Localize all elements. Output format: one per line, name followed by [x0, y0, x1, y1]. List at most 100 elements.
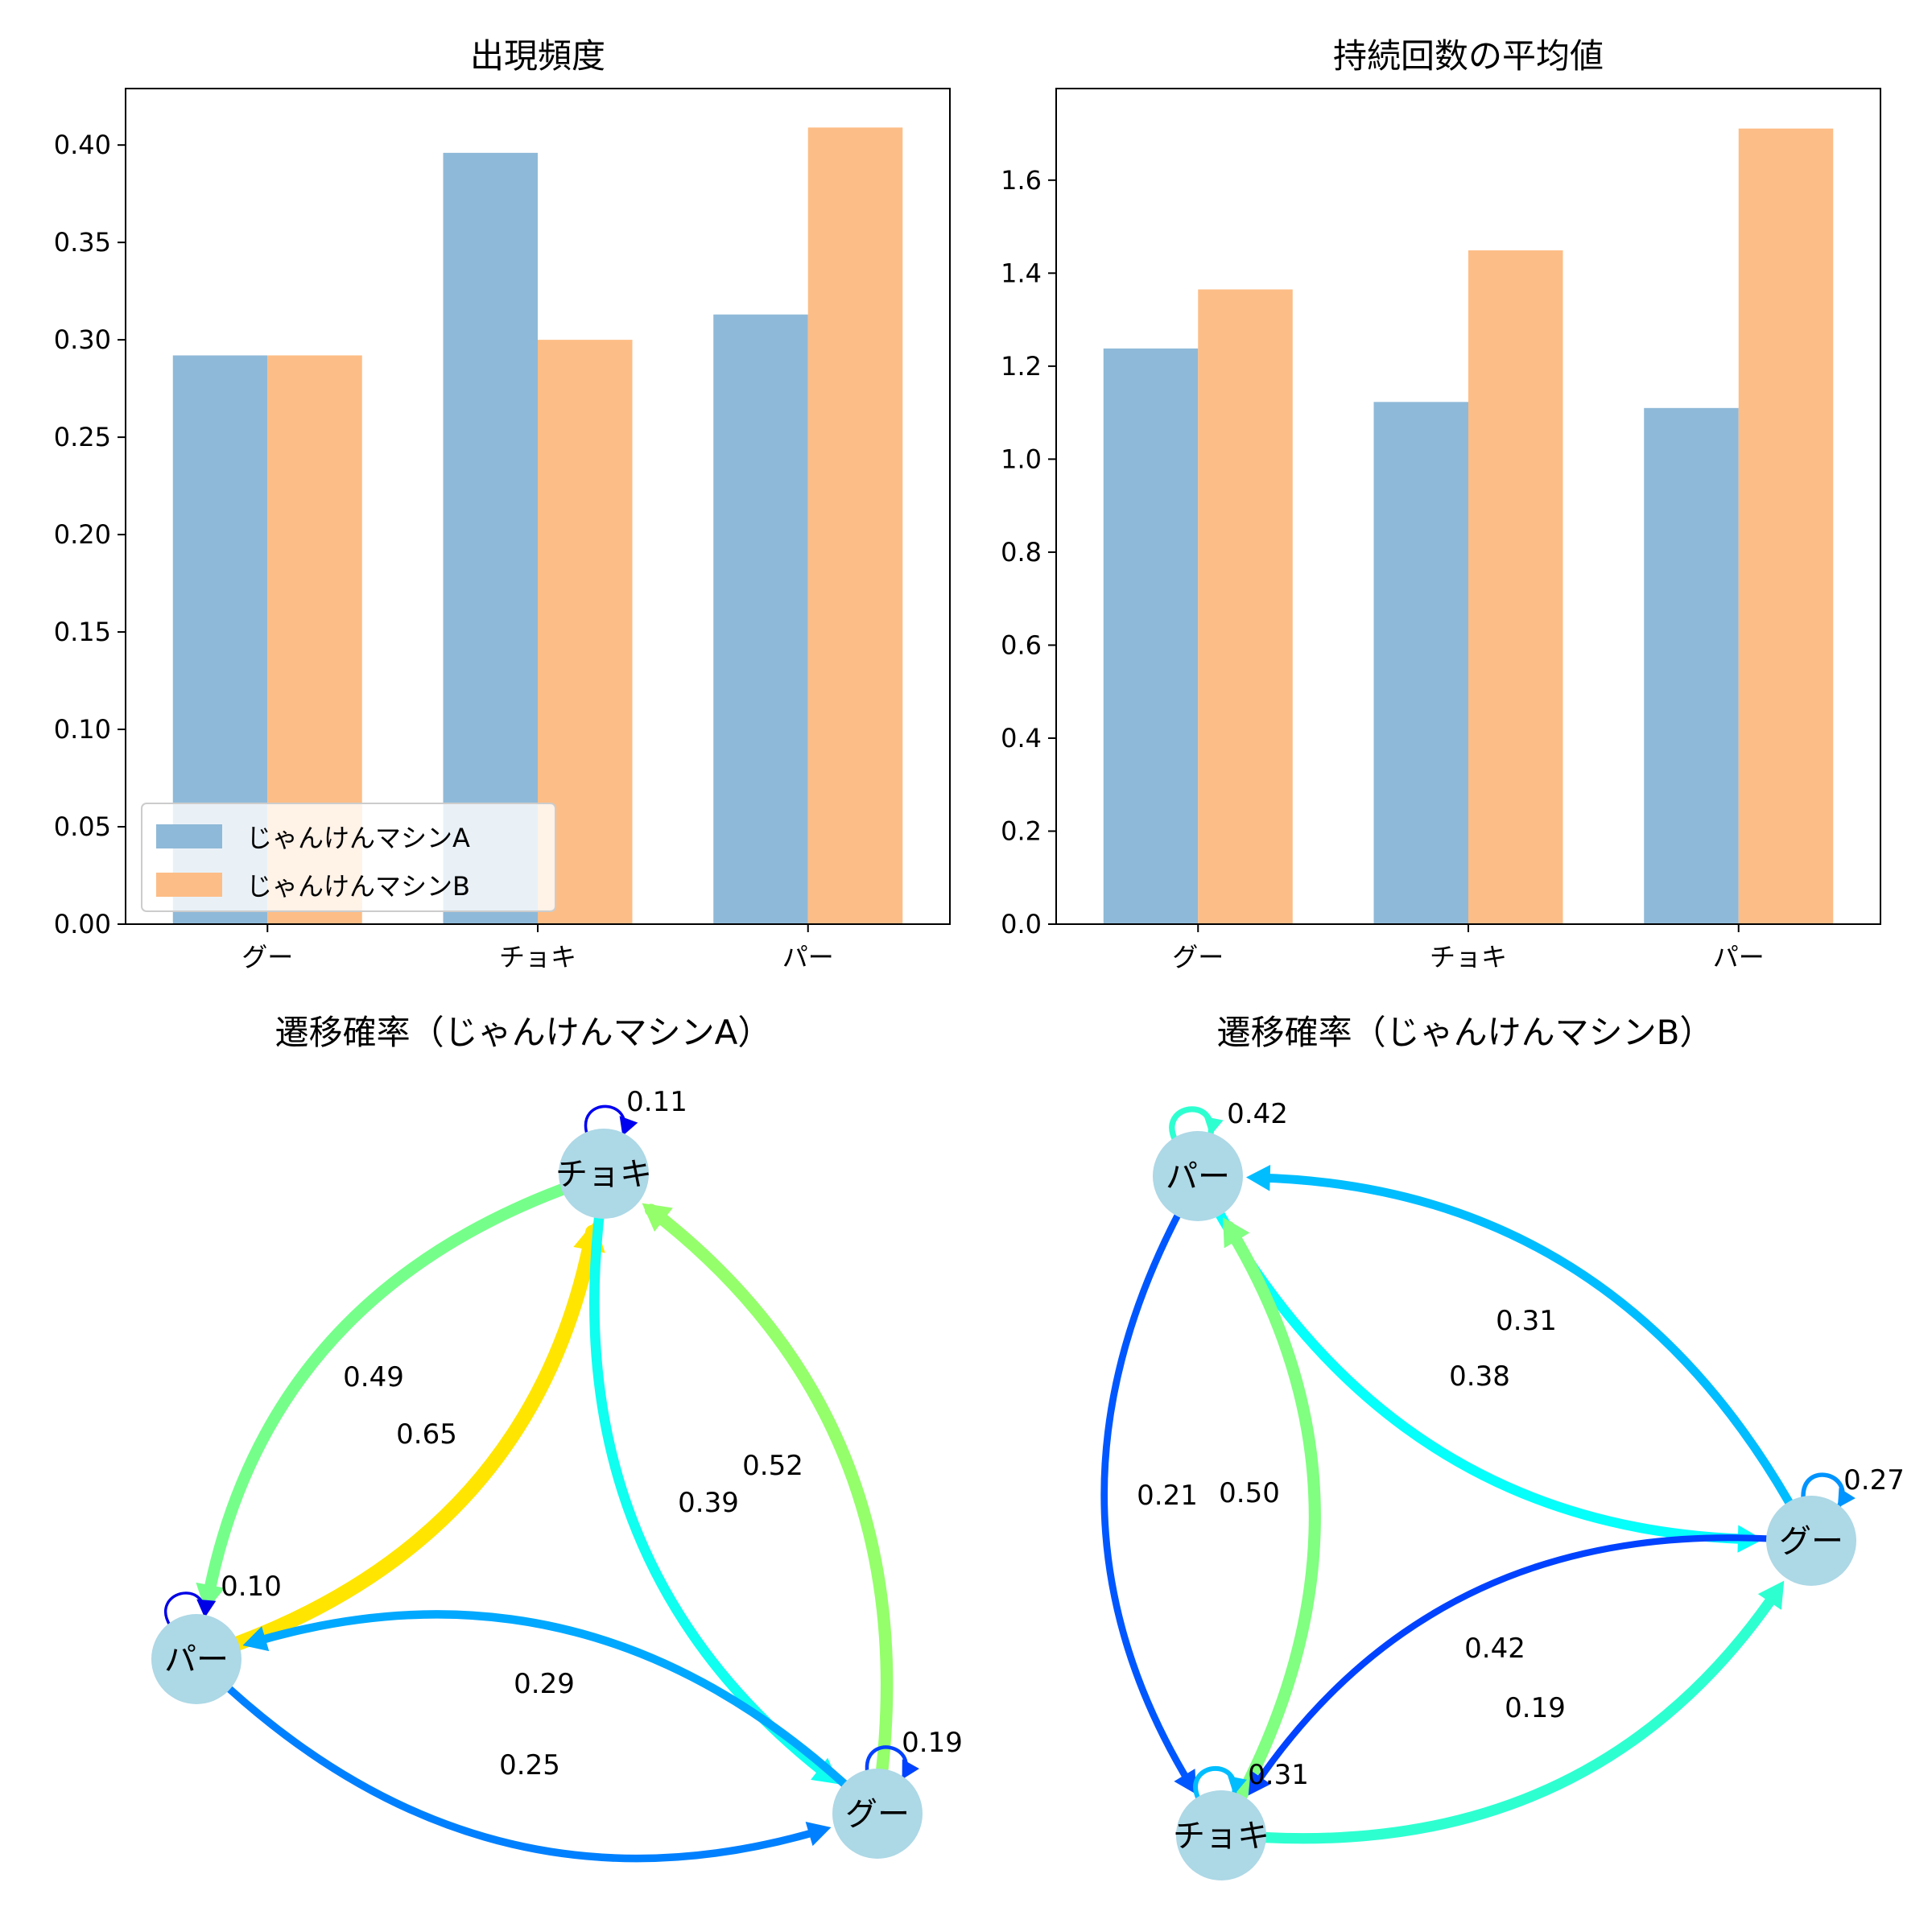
xtick-label: チョキ: [1430, 942, 1507, 972]
ytick-label: 1.6: [1001, 165, 1042, 196]
edge-arrowhead: [902, 1759, 919, 1780]
legend-swatch-1: [156, 873, 222, 897]
edge-arrowhead: [1837, 1488, 1856, 1509]
bar-a-2: [713, 314, 808, 924]
edge-label: 0.21: [1137, 1480, 1198, 1512]
edge-arrowhead: [1248, 1770, 1271, 1796]
node-circle: [1176, 1790, 1266, 1880]
edge-2: [231, 1224, 601, 1651]
xtick-label: グー: [242, 942, 293, 972]
transition-graph-a: 遷移確率（じゃんけんマシンA）0.110.490.650.390.520.100…: [151, 1013, 963, 1863]
edge-arrowhead: [1223, 1217, 1250, 1249]
ytick-label: 0.00: [54, 909, 111, 939]
ytick-label: 0.10: [54, 714, 111, 745]
ytick-label: 1.0: [1001, 444, 1042, 474]
ytick-label: 0.25: [54, 422, 111, 452]
edges: [164, 1104, 919, 1863]
ytick-label: 0.30: [54, 324, 111, 355]
edge-label: 0.31: [1496, 1305, 1557, 1337]
ytick-label: 0.05: [54, 811, 111, 842]
edge-7: [1251, 1534, 1770, 1790]
edge-3: [1100, 1212, 1194, 1789]
bar-a-1: [1373, 402, 1468, 924]
edge-arrowhead: [196, 1599, 217, 1618]
xtick-label: パー: [1713, 942, 1765, 972]
edge-arrowhead: [1203, 1117, 1224, 1136]
edge-label: 0.11: [626, 1086, 687, 1118]
legend: [141, 803, 556, 912]
ytick-label: 0.0: [1001, 909, 1042, 939]
ytick-label: 0.35: [54, 227, 111, 258]
edge-arrowhead: [805, 1822, 832, 1847]
edge-arrowhead: [642, 1203, 673, 1232]
legend-swatch-0: [156, 824, 222, 848]
edge-6: [1261, 1584, 1784, 1844]
node-label: グー: [845, 1796, 910, 1833]
ytick-label: 0.4: [1001, 723, 1042, 753]
edge-6: [249, 1610, 848, 1788]
edge-label: 0.25: [499, 1749, 560, 1781]
edge-label: 0.29: [514, 1668, 575, 1700]
edge-label: 0.19: [902, 1727, 963, 1759]
ytick-label: 0.40: [54, 130, 111, 160]
xtick-label: グー: [1172, 942, 1224, 972]
chart-title: 出現頻度: [470, 36, 605, 76]
node-circle: [1153, 1131, 1243, 1221]
edge-label: 0.50: [1219, 1477, 1280, 1509]
node-label: チョキ: [555, 1156, 652, 1193]
ytick-label: 0.2: [1001, 815, 1042, 846]
edge-4: [644, 1203, 894, 1776]
node-label: パー: [164, 1641, 229, 1678]
bar-b-0: [1198, 289, 1293, 924]
ytick-label: 0.8: [1001, 537, 1042, 568]
node-label: パー: [1166, 1158, 1230, 1195]
bar-a-0: [1103, 348, 1199, 924]
bar-b-2: [807, 127, 903, 924]
edges: [1100, 1106, 1856, 1844]
edge-label: 0.19: [1505, 1692, 1566, 1724]
bar-a-2: [1644, 407, 1739, 924]
bar-a-1: [443, 152, 538, 924]
edge-7: [225, 1685, 824, 1863]
frequency-bar-chart: 0.00 0.05 0.10 0.15 0.20 0.25 0.30 0.35 0.40 グー チョ…: [54, 36, 951, 972]
edge-1: [1253, 1173, 1794, 1506]
node-circle: [1766, 1496, 1856, 1586]
edge-label: 0.65: [396, 1418, 457, 1451]
edge-label: 0.49: [343, 1361, 404, 1393]
ytick-label: 1.4: [1001, 258, 1042, 288]
ytick-label: 0.6: [1001, 630, 1042, 660]
node-label: チョキ: [1173, 1818, 1269, 1855]
xtick-label: パー: [782, 942, 834, 972]
ytick-label: 0.15: [54, 617, 111, 647]
edge-arrowhead: [242, 1626, 270, 1652]
bar-b-2: [1738, 128, 1834, 924]
ytick-label: 0.20: [54, 519, 111, 550]
duration-bar-chart: 0.0 0.2 0.4 0.6 0.8 1.0 1.2 1.4 1.6 グー チョキ パー 持続回数の平…: [1001, 36, 1881, 972]
edge-arrowhead: [1228, 1776, 1247, 1795]
graph-title: 遷移確率（じゃんけんマシンB）: [1217, 1013, 1714, 1052]
graph-title: 遷移確率（じゃんけんマシンA）: [275, 1013, 772, 1052]
edge-arrowhead: [1757, 1580, 1785, 1610]
legend-label-1: じゃんけんマシンB: [246, 871, 470, 902]
edge-label: 0.42: [1464, 1633, 1525, 1665]
edge-label: 0.31: [1248, 1759, 1309, 1791]
node-circle: [559, 1129, 649, 1219]
edge-label: 0.52: [742, 1450, 803, 1482]
legend-label-0: じゃんけんマシンA: [246, 823, 470, 853]
node-circle: [832, 1769, 923, 1859]
edge-1: [201, 1183, 568, 1607]
edge-4: [1222, 1220, 1321, 1802]
xtick-label: チョキ: [499, 942, 576, 972]
edge-arrowhead: [1174, 1769, 1196, 1794]
edge-labels: 0.42 0.31 0.38 0.21 0.50 0.27 0.42 0.19 0.31: [1137, 1098, 1905, 1791]
edge-labels: 0.11 0.49 0.65 0.390.52 0.10 0.29 0.25 0.19: [221, 1086, 963, 1781]
edge-label: 0.39: [678, 1487, 739, 1519]
transition-graph-b: 遷移確率（じゃんけんマシンB）0.420.310.380.21 0.50 0.270…: [1100, 1013, 1905, 1880]
edge-arrowhead: [619, 1116, 638, 1137]
chart-title: 持続回数の平均値: [1333, 36, 1604, 76]
ytick-label: 1.2: [1001, 351, 1042, 382]
edge-arrowhead: [1245, 1164, 1271, 1191]
edge-label: 0.27: [1843, 1464, 1905, 1496]
